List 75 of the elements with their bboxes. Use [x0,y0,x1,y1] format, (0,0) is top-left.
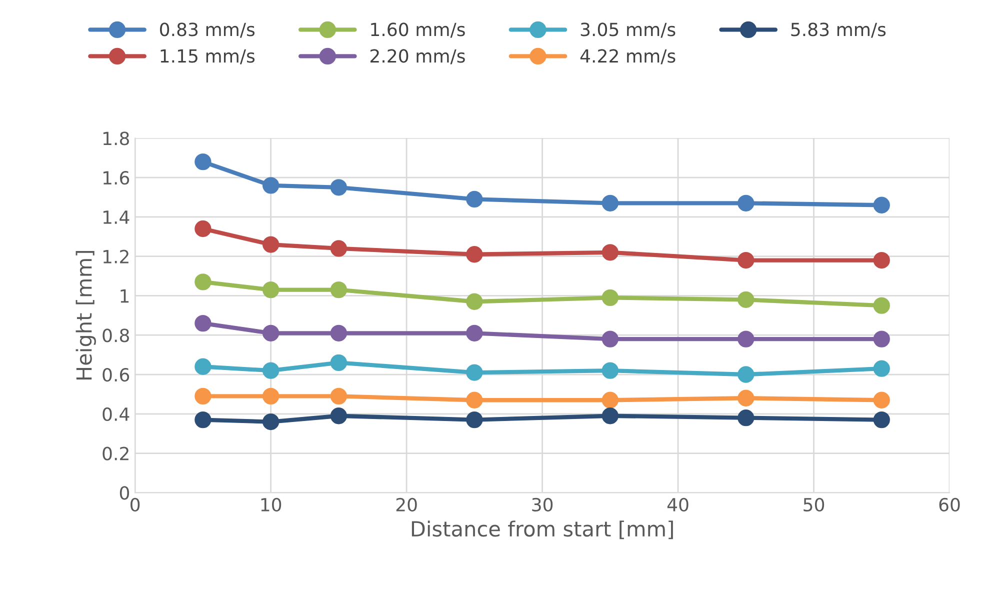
point [194,411,212,428]
point [738,330,754,348]
x-tick-label: 50 [804,498,824,512]
point [466,324,483,342]
point [738,252,754,269]
legend-label: 0.83 mm/s [160,22,255,38]
point [873,196,890,214]
point [194,358,212,375]
point [602,392,619,408]
point [330,240,348,257]
point [602,289,619,306]
y-tick-label: 0.2 [102,446,128,460]
point [330,354,348,372]
y-axis-title: Height [mm] [76,251,96,380]
point [262,388,280,405]
point [873,330,890,348]
y-tick-label: 0.6 [102,368,130,382]
point [738,291,754,308]
point [194,314,212,332]
point [262,324,280,342]
point [262,236,280,253]
point [194,153,212,170]
point [873,411,890,428]
point [602,408,619,424]
point [873,297,890,314]
point [194,220,212,238]
x-axis-title: Distance from start [mm] [412,520,673,540]
point [873,392,890,408]
y-tick-label: 0 [120,486,130,500]
y-tick-label: 1.2 [103,250,128,264]
y-tick-label: 1.6 [103,171,130,185]
point [330,388,348,405]
point [738,390,754,406]
point [194,274,212,290]
point [262,177,280,194]
point [602,330,619,348]
y-tick-label: 1.8 [103,132,129,146]
point [602,362,619,379]
legend-label: 3.05 mm/s [580,22,676,38]
point [330,179,348,196]
x-tick-label: 30 [532,498,553,512]
point [466,411,483,428]
y-tick-label: 0.4 [102,407,130,422]
point [466,364,483,381]
x-tick-label: 60 [939,498,960,512]
y-tick-label: 1.4 [103,210,130,224]
x-tick-label: 20 [396,498,417,512]
point [262,362,280,379]
point [330,408,348,424]
point [466,392,483,408]
x-tick-label: 10 [261,498,282,512]
legend-label: 1.60 mm/s [371,22,465,38]
point [466,190,483,208]
point [194,388,212,405]
point [330,281,348,298]
point [873,360,890,377]
legend-label: 4.22 mm/s [580,49,676,64]
point [738,194,754,212]
y-tick-label: 0.8 [102,328,129,342]
legend-label: 2.20 mm/s [370,49,465,64]
point [602,244,619,261]
x-tick-label: 0 [130,498,140,512]
legend-label: 5.83 mm/s [791,22,886,38]
legend-label: 1.15 mm/s [160,49,255,64]
point [262,413,280,430]
x-tick-label: 40 [667,498,688,512]
point [466,246,483,263]
point [602,194,619,212]
point [330,324,348,342]
point [738,366,754,383]
point [262,281,280,298]
y-tick-label: 1 [120,289,129,303]
point [873,252,890,269]
point [466,293,483,310]
point [738,410,754,426]
